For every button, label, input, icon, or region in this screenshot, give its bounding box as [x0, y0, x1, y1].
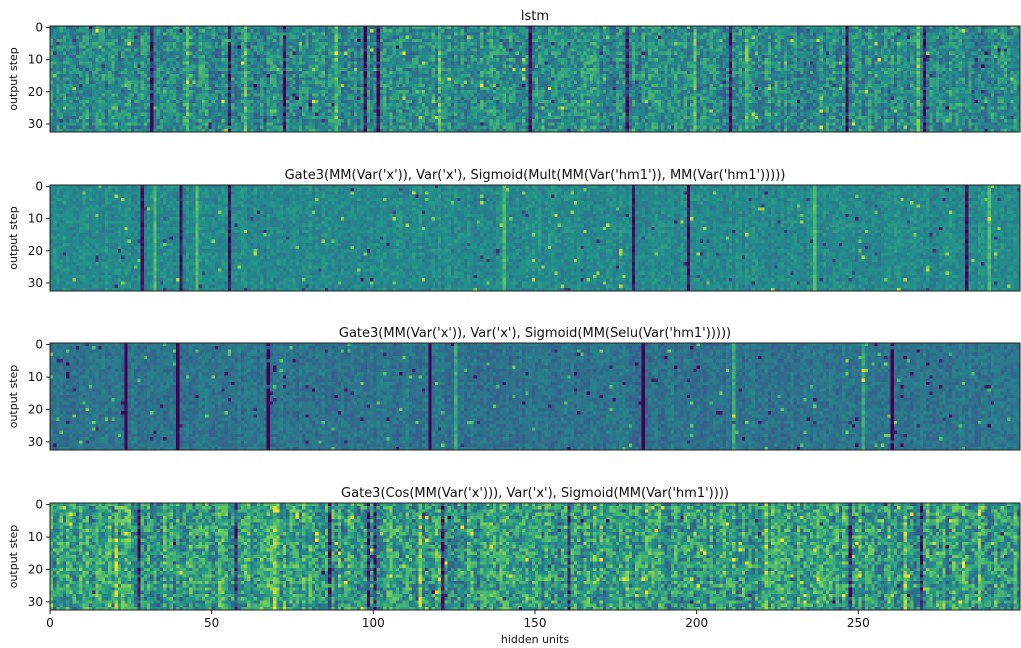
panel-title: Gate3(MM(Var('x')), Var('x'), Sigmoid(Mu…: [285, 168, 786, 183]
y-tick-label: 0: [35, 21, 43, 35]
x-tick-label: 250: [847, 616, 870, 630]
heatmap-cells: [50, 185, 1020, 291]
y-tick-label: 10: [28, 53, 43, 67]
y-tick-label: 30: [28, 435, 43, 449]
x-tick-label: 0: [46, 616, 54, 630]
heatmap-cells: [50, 26, 1020, 132]
y-axis-label: output step: [7, 206, 20, 270]
x-tick-label: 150: [524, 616, 547, 630]
y-tick-label: 0: [35, 180, 43, 194]
x-tick-label: 200: [685, 616, 708, 630]
y-tick-label: 0: [35, 498, 43, 512]
y-tick-label: 10: [28, 212, 43, 226]
y-tick-label: 30: [28, 595, 43, 609]
y-tick-label: 20: [28, 562, 43, 576]
y-tick-label: 0: [35, 338, 43, 352]
y-tick-label: 10: [28, 530, 43, 544]
heatmap-panel-1: lstm output step 0 10 20 30: [7, 9, 1021, 133]
panel-title: lstm: [521, 9, 549, 24]
y-axis-label: output step: [7, 47, 20, 111]
heatmap-panel-3: Gate3(MM(Var('x')), Var('x'), Sigmoid(MM…: [7, 326, 1021, 451]
x-axis-label: hidden units: [501, 633, 570, 646]
heatmap-cells: [50, 343, 1020, 450]
plot-frame: [49, 184, 1021, 292]
y-tick-label: 20: [28, 402, 43, 416]
y-axis-label: output step: [7, 365, 20, 429]
y-tick-label: 20: [28, 244, 43, 258]
heatmap-panel-2: Gate3(MM(Var('x')), Var('x'), Sigmoid(Mu…: [7, 168, 1021, 292]
y-tick-label: 30: [28, 117, 43, 131]
heatmap-panel-4: Gate3(Cos(MM(Var('x'))), Var('x'), Sigmo…: [7, 486, 1021, 646]
heatmap-cells: [50, 503, 1020, 610]
y-axis-label: output step: [7, 525, 20, 589]
x-tick-label: 50: [204, 616, 219, 630]
panel-title: Gate3(MM(Var('x')), Var('x'), Sigmoid(MM…: [339, 326, 731, 341]
heatmap-panels: lstm output step 0 10 20 30 Gate3(MM(Var('x'))…: [7, 9, 1021, 646]
panel-title: Gate3(Cos(MM(Var('x'))), Var('x'), Sigmo…: [341, 486, 729, 501]
plot-frame: [49, 25, 1021, 133]
y-tick-label: 30: [28, 276, 43, 290]
y-tick-label: 20: [28, 85, 43, 99]
plot-frame: [49, 342, 1021, 451]
x-tick-label: 100: [362, 616, 385, 630]
y-tick-label: 10: [28, 370, 43, 384]
